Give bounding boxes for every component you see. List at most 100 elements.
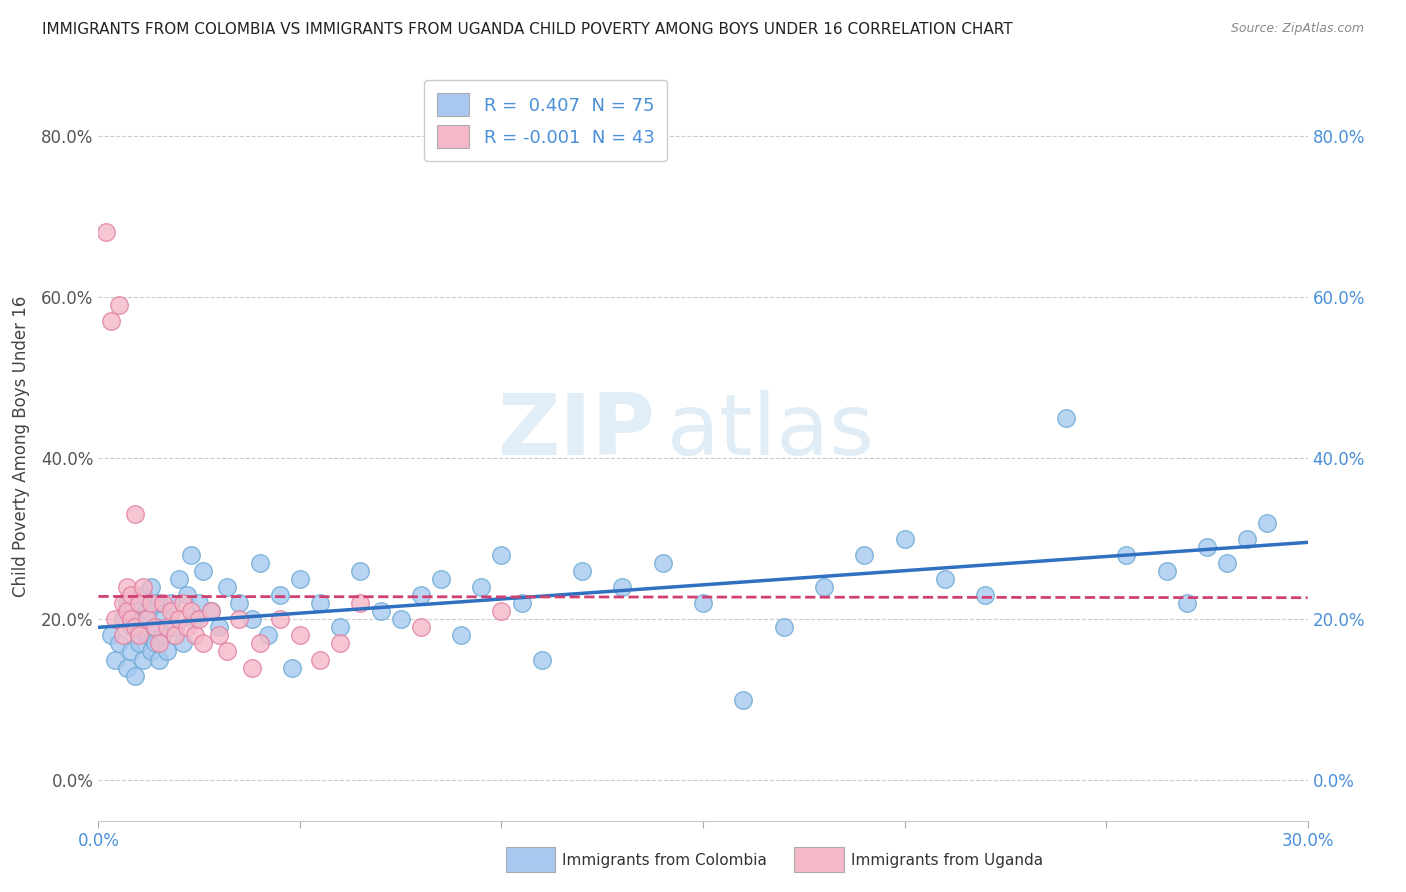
Point [111, 612, 134, 626]
Point [152, 628, 174, 642]
Point [115, 604, 138, 618]
Point [184, 628, 207, 642]
Point [135, 612, 157, 626]
Point [193, 564, 215, 578]
Point [329, 636, 352, 650]
Point [148, 636, 170, 650]
Point [470, 580, 492, 594]
Point [167, 612, 190, 626]
Point [409, 620, 432, 634]
Point [135, 628, 157, 642]
Point [217, 644, 239, 658]
Point [120, 620, 142, 634]
Text: IMMIGRANTS FROM COLOMBIA VS IMMIGRANTS FROM UGANDA CHILD POVERTY AMONG BOYS UNDE: IMMIGRANTS FROM COLOMBIA VS IMMIGRANTS F… [42, 22, 1012, 37]
Point [288, 572, 311, 586]
Point [217, 580, 239, 594]
Legend: R =  0.407  N = 75, R = -0.001  N = 43: R = 0.407 N = 75, R = -0.001 N = 43 [425, 80, 668, 161]
Point [208, 628, 231, 642]
Point [1175, 596, 1198, 610]
Point [370, 604, 392, 618]
Point [974, 588, 997, 602]
Point [450, 628, 472, 642]
Point [240, 660, 263, 674]
Point [651, 556, 673, 570]
Point [389, 612, 412, 626]
Point [148, 652, 170, 666]
Point [188, 596, 211, 610]
Point [163, 628, 186, 642]
Point [167, 572, 190, 586]
Point [143, 620, 166, 634]
Point [491, 604, 513, 618]
Point [139, 580, 162, 594]
Point [115, 596, 138, 610]
Point [733, 693, 755, 707]
Point [193, 636, 215, 650]
Point [1115, 548, 1137, 562]
Y-axis label: Child Poverty Among Boys Under 16: Child Poverty Among Boys Under 16 [11, 295, 30, 597]
Point [120, 612, 142, 626]
Point [430, 572, 453, 586]
Point [160, 596, 183, 610]
Point [124, 604, 146, 618]
Point [772, 620, 794, 634]
Point [530, 652, 553, 666]
Point [120, 644, 142, 658]
Point [160, 604, 183, 618]
Point [107, 298, 129, 312]
Point [1236, 532, 1258, 546]
Point [152, 596, 174, 610]
Point [124, 620, 146, 634]
Point [100, 628, 122, 642]
Point [349, 564, 371, 578]
Point [269, 612, 291, 626]
Point [281, 660, 304, 674]
Point [934, 572, 956, 586]
Point [288, 628, 311, 642]
Point [1256, 516, 1278, 530]
Point [180, 548, 202, 562]
Point [111, 628, 134, 642]
Point [103, 652, 125, 666]
Point [132, 588, 155, 602]
Point [163, 620, 186, 634]
Point [135, 604, 157, 618]
Point [1195, 540, 1218, 554]
Point [200, 604, 222, 618]
Point [853, 548, 876, 562]
Point [692, 596, 714, 610]
Point [612, 580, 634, 594]
Point [103, 612, 125, 626]
Point [269, 588, 291, 602]
Point [107, 636, 129, 650]
Point [813, 580, 835, 594]
Point [148, 596, 170, 610]
Point [256, 628, 278, 642]
Point [240, 612, 263, 626]
Point [132, 652, 155, 666]
Point [124, 668, 146, 682]
Point [309, 596, 332, 610]
Point [176, 620, 198, 634]
Point [180, 604, 202, 618]
Point [128, 612, 150, 626]
Point [143, 636, 166, 650]
Point [1216, 556, 1239, 570]
Point [128, 628, 150, 642]
Point [200, 604, 222, 618]
Point [100, 314, 122, 328]
Point [139, 644, 162, 658]
Point [172, 636, 194, 650]
Point [409, 588, 432, 602]
Text: Source: ZipAtlas.com: Source: ZipAtlas.com [1230, 22, 1364, 36]
Point [139, 596, 162, 610]
Text: atlas: atlas [666, 390, 875, 473]
Point [1054, 410, 1077, 425]
Point [184, 612, 207, 626]
Point [309, 652, 332, 666]
Point [249, 556, 271, 570]
Point [132, 580, 155, 594]
Point [571, 564, 593, 578]
Point [143, 620, 166, 634]
Point [249, 636, 271, 650]
